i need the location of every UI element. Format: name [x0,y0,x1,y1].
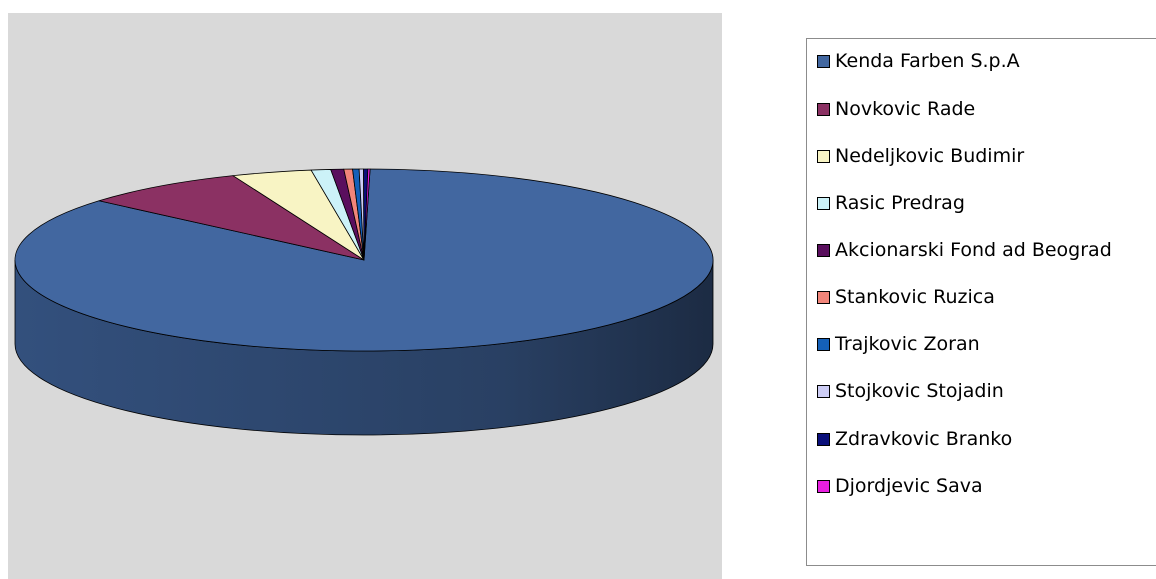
legend-item: Akcionarski Fond ad Beograd [817,235,1112,265]
legend-swatch [817,243,830,257]
legend: Kenda Farben S.p.A Novkovic Rade Nedeljkov… [806,38,1156,566]
legend-item: Novkovic Rade [817,94,975,124]
legend-swatch [817,54,830,68]
legend-item: Trajkovic Zoran [817,329,980,359]
legend-item: Nedeljkovic Budimir [817,141,1024,171]
legend-swatch [817,384,830,398]
legend-label: Nedeljkovic Budimir [835,145,1025,167]
pie-slice-kenda-farben-s-p-a [14,168,714,352]
pie-slice-djordjevic-sava [363,168,371,261]
legend-swatch [817,337,830,351]
legend-item: Zdravkovic Branko [817,424,1012,454]
legend-swatch [817,102,830,116]
legend-label: Akcionarski Fond ad Beograd [835,239,1112,261]
pie-chart [14,168,714,436]
legend-item: Rasic Predrag [817,188,965,218]
legend-item: Kenda Farben S.p.A [817,46,1020,76]
legend-swatch [817,290,830,304]
legend-label: Rasic Predrag [835,192,965,214]
legend-label: Djordjevic Sava [835,475,983,497]
legend-label: Kenda Farben S.p.A [835,50,1020,72]
legend-item: Stojkovic Stojadin [817,376,1004,406]
legend-item: Djordjevic Sava [817,471,983,501]
legend-item: Stankovic Ruzica [817,282,995,312]
legend-label: Stojkovic Stojadin [835,380,1004,402]
legend-label: Stankovic Ruzica [835,286,995,308]
legend-label: Novkovic Rade [835,98,976,120]
legend-swatch [817,432,830,446]
legend-swatch [817,479,830,493]
pie-slice-novkovic-rade [98,175,365,261]
legend-swatch [817,196,830,210]
legend-label: Zdravkovic Branko [835,428,1013,450]
plot-area [8,13,722,579]
legend-label: Trajkovic Zoran [835,333,980,355]
legend-swatch [817,149,830,163]
